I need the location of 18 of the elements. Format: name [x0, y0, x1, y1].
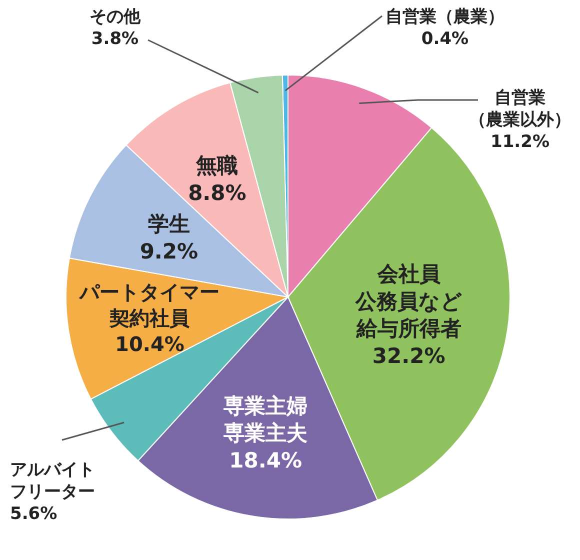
- data-label: 0.4%: [421, 29, 469, 50]
- data-label: 32.2%: [372, 344, 446, 368]
- slice-label: 専業主婦専業主夫: [222, 394, 308, 446]
- data-label: 18.4%: [229, 448, 302, 472]
- slice-label: 自営業（農業）: [386, 7, 504, 27]
- data-label: 3.8%: [91, 29, 139, 50]
- data-label: 9.2%: [140, 239, 198, 264]
- data-label: 10.4%: [115, 332, 184, 356]
- slice-label: 会社員公務員など給与所得者: [354, 262, 462, 341]
- data-label: 8.8%: [188, 180, 246, 205]
- data-label: 5.6%: [10, 504, 58, 524]
- slice-label: パートタイマー契約社員: [78, 280, 220, 330]
- slice-label: 無職: [195, 154, 238, 178]
- slice-label: 学生: [148, 212, 190, 236]
- data-label: 11.2%: [490, 132, 550, 152]
- slice-label: アルバイトフリーター: [10, 460, 95, 502]
- slice-label: 自営業（農業以外）: [469, 88, 571, 130]
- slice-label: その他: [90, 7, 142, 27]
